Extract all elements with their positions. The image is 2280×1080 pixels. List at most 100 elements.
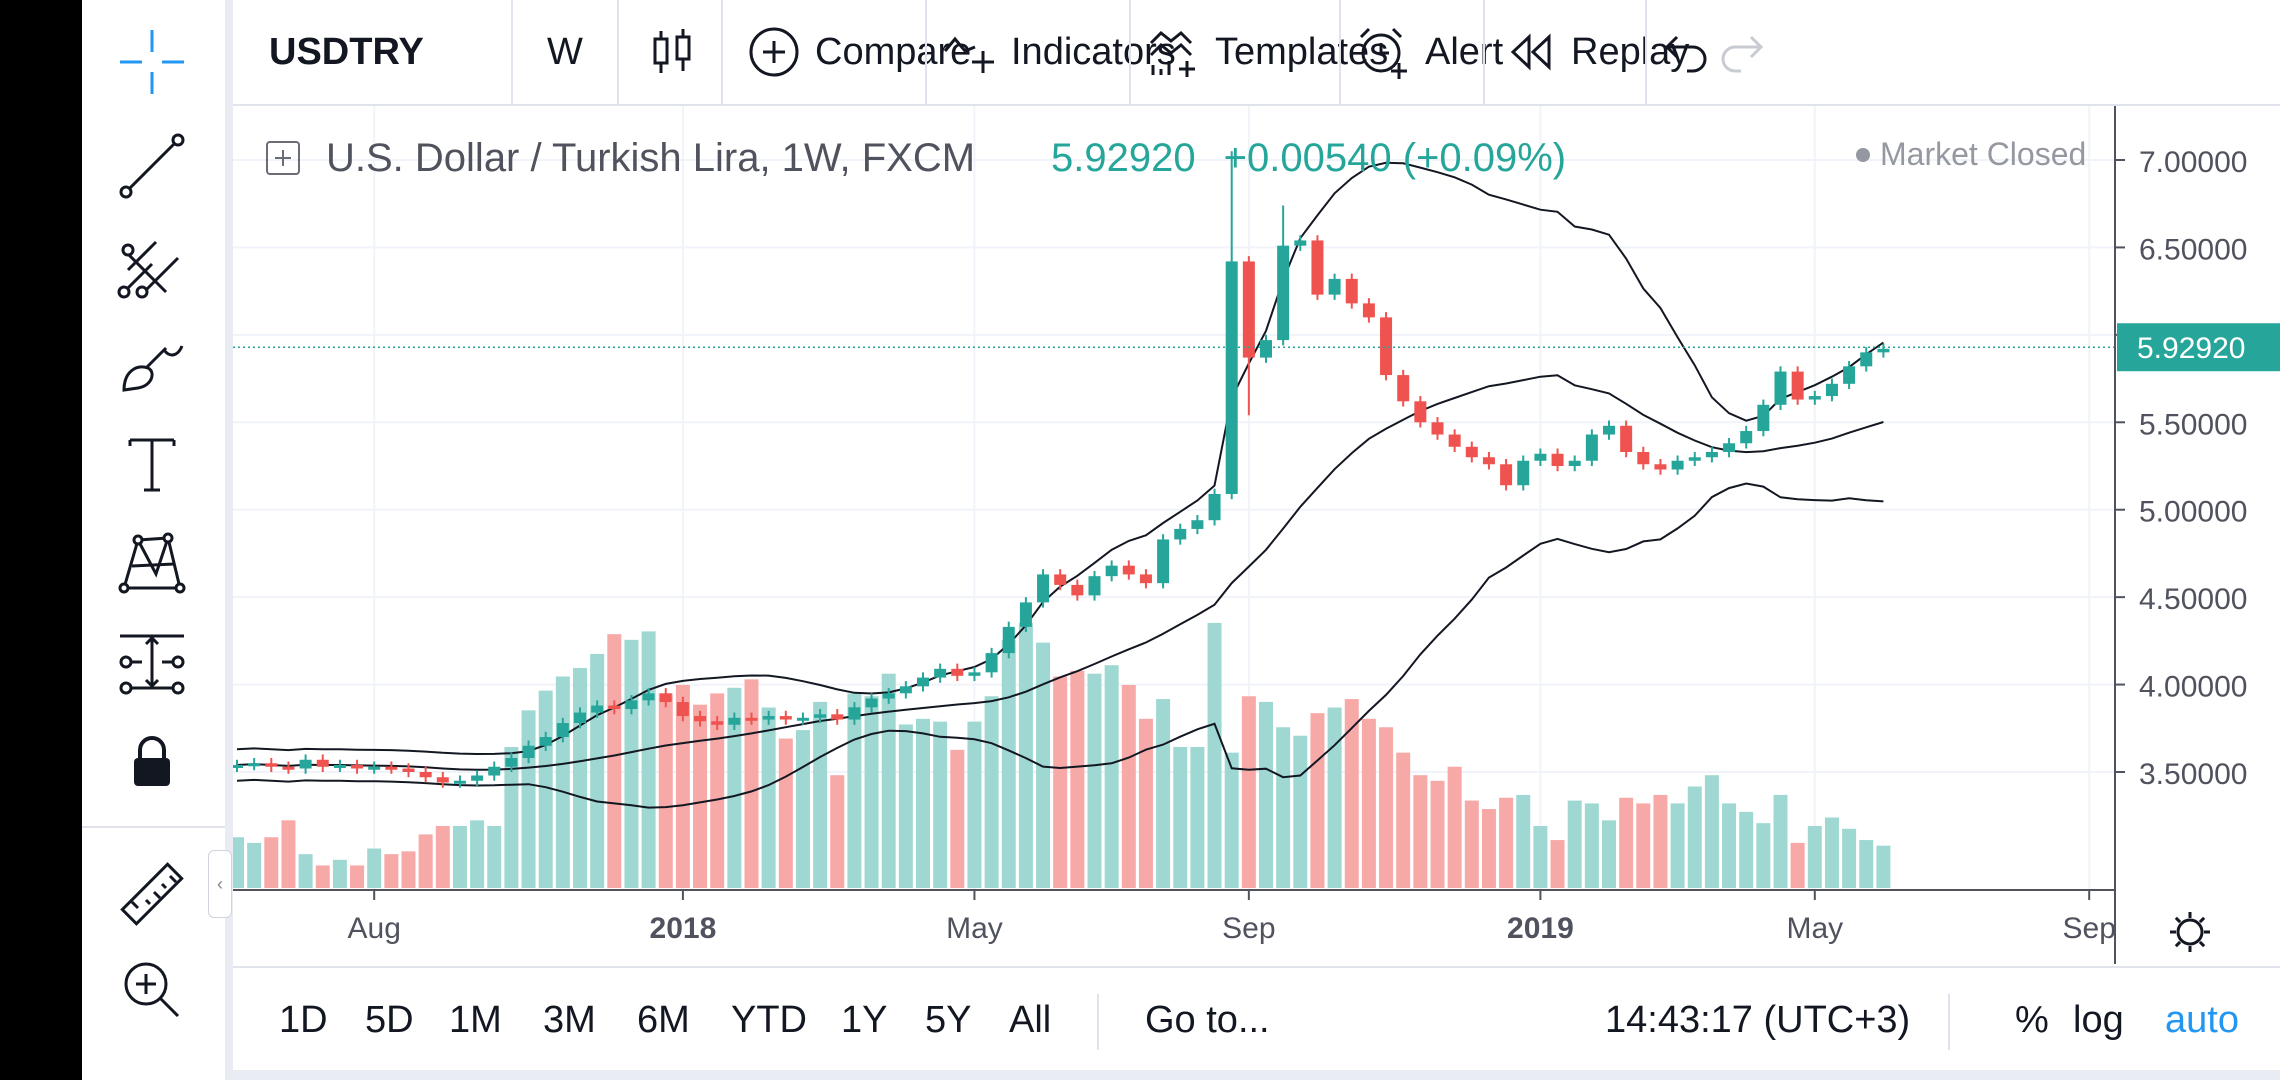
timezone-clock[interactable]: 14:43:17 (UTC+3) (1605, 968, 1910, 1072)
time-tick-label: Sep (2063, 912, 2116, 945)
clock-label: 14:43:17 (UTC+3) (1605, 998, 1911, 1041)
undo-icon (1664, 35, 1707, 73)
volume-bar (1533, 825, 1548, 888)
collapse-toolbar-button[interactable]: ‹ (208, 850, 232, 918)
volume-bar (1310, 713, 1325, 888)
volume-bar (641, 631, 656, 888)
chart-type-button[interactable] (645, 0, 713, 104)
volume-bar (813, 701, 828, 888)
toolbar-separator (617, 0, 619, 104)
goto-button[interactable]: Go to... (1145, 968, 1270, 1072)
candle-body (1860, 352, 1873, 367)
time-tick-label: May (1786, 912, 1843, 945)
candle-body (728, 717, 741, 725)
volume-bar (1773, 794, 1788, 888)
candle-body (711, 721, 724, 725)
compare-button[interactable]: Compare (747, 0, 971, 104)
candle-body (402, 768, 415, 772)
candle-body (1088, 576, 1101, 596)
volume-bar (1276, 727, 1291, 888)
main-area (233, 0, 2280, 1080)
price-tick-label: 7.00000 (2139, 146, 2247, 179)
chart-legend: U.S. Dollar / Turkish Lira, 1W, FXCM 5.9… (266, 128, 1566, 188)
candle-body (625, 700, 638, 710)
volume-bar (1790, 842, 1805, 888)
toolbar-separator (925, 0, 927, 104)
volume-bar (452, 825, 467, 888)
measure-tool-icon (119, 634, 185, 695)
candle-body (848, 707, 861, 720)
chart-pane[interactable]: 7.000006.500006.000005.500005.000004.500… (233, 106, 2280, 964)
volume-bar (1653, 794, 1668, 888)
measure-tool[interactable] (102, 622, 202, 702)
volume-bar (916, 718, 930, 888)
candle-body (1723, 443, 1736, 453)
volume-bar (967, 721, 982, 888)
candle-body (1397, 375, 1410, 402)
price-chart[interactable]: 7.000006.500006.000005.500005.000004.500… (233, 106, 2280, 964)
pattern-tool[interactable] (102, 522, 202, 602)
toolbar-separator (1129, 0, 1131, 104)
top-toolbar: USDTRY W Compare Indicators Templates Al… (233, 0, 2280, 106)
zoom-in-tool[interactable] (102, 950, 202, 1030)
volume-bar (1859, 840, 1874, 888)
volume-bar (504, 747, 519, 888)
market-status-label: Market Closed (1880, 136, 2087, 172)
candle-body (796, 717, 809, 721)
interval-button[interactable]: W (547, 0, 583, 104)
trend-line-icon (119, 133, 185, 199)
settings-icon[interactable] (2170, 912, 2210, 952)
lock-tool[interactable] (102, 720, 202, 800)
candle-body (1362, 303, 1375, 318)
text-tool[interactable] (102, 424, 202, 504)
volume-bar (298, 854, 313, 888)
brush-tool[interactable] (102, 324, 202, 404)
crosshair-tool[interactable] (102, 22, 202, 102)
auto-scale-button[interactable]: auto (2165, 968, 2239, 1072)
range-1y[interactable]: 1Y (841, 968, 887, 1072)
volume-bar (521, 710, 536, 888)
log-scale-button[interactable]: log (2073, 968, 2124, 1072)
range-ytd[interactable]: YTD (731, 968, 807, 1072)
indicators-button[interactable]: Indicators (943, 0, 1176, 104)
percent-scale-button[interactable]: % (2015, 968, 2049, 1072)
range-6m[interactable]: 6M (637, 968, 690, 1072)
volume-bar (1550, 840, 1565, 888)
volume-bar (710, 693, 725, 888)
range-5y[interactable]: 5Y (925, 968, 971, 1072)
gear-tooth (2198, 916, 2206, 924)
volume-bar (1121, 684, 1136, 888)
range-3m[interactable]: 3M (543, 968, 596, 1072)
ruler-tool[interactable] (102, 854, 202, 934)
undo-button[interactable] (1657, 0, 1725, 104)
redo-button[interactable] (1717, 0, 1785, 104)
trend-line-tool[interactable] (102, 126, 202, 206)
alert-button[interactable]: Alert (1357, 0, 1503, 104)
templates-button[interactable]: Templates (1147, 0, 1388, 104)
range-5d[interactable]: 5D (365, 968, 414, 1072)
add-circle-icon (749, 27, 799, 77)
range-all[interactable]: All (1009, 968, 1051, 1072)
volume-bar (830, 775, 845, 888)
candle-body (694, 716, 707, 722)
volume-bar (1687, 786, 1702, 888)
volume-bar (933, 721, 948, 888)
volume-bar (264, 837, 279, 888)
volume-bar (624, 639, 639, 888)
symbol-search-button[interactable]: USDTRY (269, 0, 424, 104)
candle-body (1345, 278, 1358, 304)
range-1d[interactable]: 1D (279, 968, 328, 1072)
pitchfork-tool[interactable] (102, 226, 202, 306)
candle-body (368, 766, 381, 770)
expand-legend-icon[interactable] (266, 141, 300, 175)
templates-label: Templates (1215, 30, 1389, 73)
volume-bar (795, 730, 810, 888)
volume-bar (332, 859, 347, 888)
volume-bar (1430, 780, 1445, 888)
candle-body (522, 745, 535, 759)
candle-body (676, 702, 689, 717)
range-label: 5D (365, 998, 414, 1041)
symbol-label: USDTRY (269, 30, 424, 73)
range-1m[interactable]: 1M (449, 968, 502, 1072)
price-tick-label: 3.50000 (2139, 758, 2247, 791)
